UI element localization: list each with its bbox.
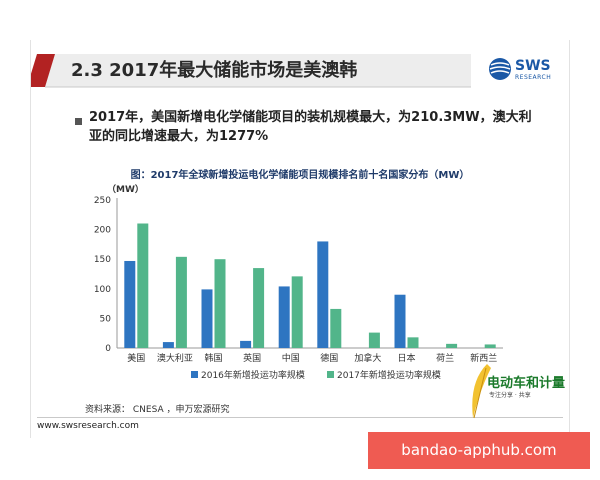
logo-wordmark: SWS (515, 58, 551, 74)
bar-2017 (484, 344, 496, 348)
feather-icon (472, 364, 491, 419)
slide-title: 2.3 2017年最大储能市场是美澳韩 (71, 60, 358, 81)
bar-2017 (446, 343, 458, 348)
x-tick-label: 澳大利亚 (157, 352, 193, 364)
bar-2016 (317, 241, 329, 348)
stamp-subtext: 专注分享 · 共享 (489, 392, 531, 399)
y-tick-label: 100 (94, 285, 111, 295)
y-tick-label: 250 (94, 196, 111, 206)
globe-icon (489, 58, 511, 80)
watermark-text: bandao-apphub.com (401, 441, 557, 459)
legend-label: 2017年新增投运功率规模 (337, 369, 441, 381)
bar-2017 (253, 268, 265, 348)
x-tick-label: 加拿大 (354, 352, 381, 364)
x-tick-label: 英国 (243, 352, 261, 364)
x-tick-label: 中国 (282, 352, 300, 364)
source-note: 资料来源： CNESA ，申万宏源研究 (85, 405, 230, 415)
bullet-text: 2017年，美国新增电化学储能项目的装机规模最大，为210.3MW，澳大利亚的同… (89, 110, 532, 144)
bar-2016 (201, 289, 213, 348)
x-tick-label: 新西兰 (470, 352, 497, 364)
x-tick-label: 德国 (320, 352, 338, 364)
x-tick-label: 美国 (127, 352, 145, 364)
y-axis-unit: （MW） (107, 185, 144, 195)
bar-2017 (137, 223, 149, 348)
title-band (31, 54, 471, 88)
channel-stamp: 电动车和计量 专注分享 · 共享 (465, 362, 565, 422)
bar-2016 (278, 286, 290, 348)
footer-divider (37, 417, 563, 418)
watermark-banner: bandao-apphub.com (368, 432, 590, 469)
sws-logo: SWS RESEARCH (487, 54, 557, 88)
legend-label: 2016年新增投运功率规模 (201, 369, 305, 381)
logo-subtext: RESEARCH (515, 74, 552, 81)
bar-2017 (175, 256, 187, 348)
legend-swatch (191, 371, 198, 378)
bar-2017 (407, 337, 419, 348)
y-tick-label: 200 (94, 226, 111, 236)
x-tick-label: 韩国 (204, 352, 222, 364)
slide: 2.3 2017年最大储能市场是美澳韩 SWS RESEARCH 2017年，美… (30, 40, 570, 438)
stamp-text: 电动车和计量 (487, 376, 566, 391)
bar-2017 (330, 308, 342, 348)
bullet-square-icon (75, 118, 82, 125)
bar-2016 (124, 260, 136, 348)
legend-swatch (327, 371, 334, 378)
y-tick-label: 150 (94, 255, 111, 265)
y-tick-label: 0 (105, 344, 111, 354)
bar-2016 (394, 294, 406, 348)
chart-title: 图：2017年全球新增投运电化学储能项目规模排名前十名国家分布（MW） (130, 170, 470, 181)
bar-2017 (291, 276, 303, 348)
y-tick-label: 50 (100, 314, 112, 324)
bar-2016 (240, 340, 252, 348)
bar-2017 (368, 332, 380, 348)
x-tick-label: 荷兰 (436, 352, 454, 364)
bar-chart: 0 50 100 150 200 250 美国 澳大利亚 韩国 英国 中国 德国 加拿大 日本 荷兰 新西兰 2… (94, 196, 503, 381)
bar-2016 (162, 342, 174, 348)
footer-url[interactable]: www.swsresearch.com (37, 421, 139, 431)
x-tick-label: 日本 (397, 352, 415, 364)
bar-2017 (214, 259, 226, 348)
